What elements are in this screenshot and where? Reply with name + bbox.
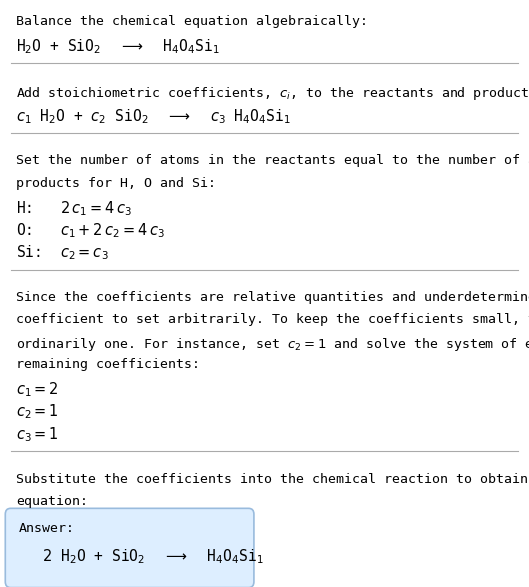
Text: $c_3 = 1$: $c_3 = 1$ [16, 425, 59, 444]
Text: equation:: equation: [16, 495, 88, 508]
Text: $c_1 = 2$: $c_1 = 2$ [16, 380, 59, 399]
Text: H$_2$O + SiO$_2$  $\longrightarrow$  H$_4$O$_4$Si$_1$: H$_2$O + SiO$_2$ $\longrightarrow$ H$_4$… [16, 37, 220, 56]
Text: O:   $c_1 + 2\,c_2 = 4\,c_3$: O: $c_1 + 2\,c_2 = 4\,c_3$ [16, 221, 165, 240]
Text: $2$ H$_2$O + SiO$_2$  $\longrightarrow$  H$_4$O$_4$Si$_1$: $2$ H$_2$O + SiO$_2$ $\longrightarrow$ H… [42, 548, 264, 566]
Text: Answer:: Answer: [19, 522, 75, 535]
Text: Set the number of atoms in the reactants equal to the number of atoms in the: Set the number of atoms in the reactants… [16, 154, 529, 167]
Text: Add stoichiometric coefficients, $c_i$, to the reactants and products:: Add stoichiometric coefficients, $c_i$, … [16, 85, 529, 102]
Text: $c_1$ H$_2$O + $c_2$ SiO$_2$  $\longrightarrow$  $c_3$ H$_4$O$_4$Si$_1$: $c_1$ H$_2$O + $c_2$ SiO$_2$ $\longright… [16, 107, 291, 126]
Text: remaining coefficients:: remaining coefficients: [16, 358, 200, 371]
Text: $c_2 = 1$: $c_2 = 1$ [16, 403, 59, 421]
Text: Balance the chemical equation algebraically:: Balance the chemical equation algebraica… [16, 15, 368, 28]
Text: coefficient to set arbitrarily. To keep the coefficients small, the arbitrary va: coefficient to set arbitrarily. To keep … [16, 313, 529, 326]
Text: H:   $2\,c_1 = 4\,c_3$: H: $2\,c_1 = 4\,c_3$ [16, 199, 132, 218]
Text: Si:  $c_2 = c_3$: Si: $c_2 = c_3$ [16, 244, 108, 262]
Text: ordinarily one. For instance, set $c_2 = 1$ and solve the system of equations fo: ordinarily one. For instance, set $c_2 =… [16, 336, 529, 353]
Text: products for H, O and Si:: products for H, O and Si: [16, 177, 216, 190]
Text: Since the coefficients are relative quantities and underdetermined, choose a: Since the coefficients are relative quan… [16, 291, 529, 304]
Text: Substitute the coefficients into the chemical reaction to obtain the balanced: Substitute the coefficients into the che… [16, 473, 529, 485]
